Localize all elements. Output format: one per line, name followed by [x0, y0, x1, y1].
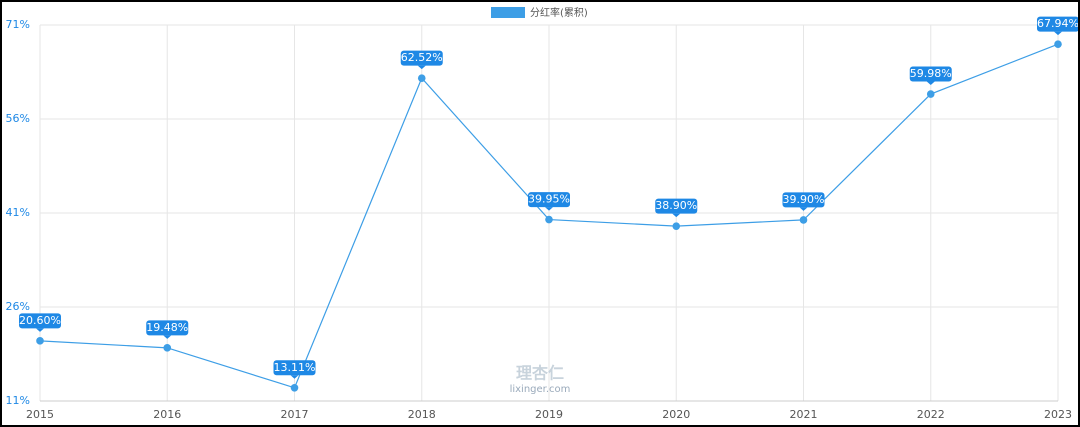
x-tick-label: 2023	[1044, 408, 1072, 421]
value-label-pointer	[163, 335, 172, 339]
x-tick-label: 2022	[917, 408, 945, 421]
value-label-bg	[400, 50, 443, 66]
legend-swatch	[491, 7, 525, 18]
point	[672, 222, 681, 230]
point	[36, 337, 44, 345]
value-label: 39.90%	[783, 193, 825, 206]
value-label-bg	[782, 192, 825, 208]
value-label: 62.52%	[401, 51, 443, 64]
point	[163, 344, 172, 352]
watermark-site: lixinger.com	[510, 384, 571, 395]
y-tick-label: 26%	[6, 300, 30, 313]
point	[1054, 40, 1062, 48]
value-label-pointer	[417, 65, 426, 70]
value-label-pointer	[1054, 31, 1062, 36]
value-label: 67.94%	[1037, 17, 1078, 30]
watermark-logo: 理杏仁	[516, 364, 564, 383]
value-label-pointer	[36, 328, 44, 332]
value-label-pointer	[672, 213, 681, 218]
x-tick-label: 2016	[153, 408, 181, 421]
value-label: 59.98%	[910, 67, 952, 80]
x-tick-label: 2017	[281, 408, 309, 421]
value-label-pointer	[926, 81, 935, 86]
value-label-pointer	[799, 207, 808, 211]
legend-label: 分红率(累积)	[530, 6, 588, 19]
value-label-bg	[909, 66, 952, 82]
point	[926, 90, 935, 98]
value-label: 13.11%	[274, 361, 316, 374]
point	[545, 215, 553, 224]
y-tick-label: 56%	[6, 112, 30, 125]
x-tick-label: 2018	[408, 408, 436, 421]
value-label: 20.60%	[19, 314, 61, 327]
point	[799, 216, 808, 224]
point	[290, 383, 299, 392]
y-tick-label: 11%	[6, 394, 30, 407]
y-tick-label: 41%	[6, 206, 30, 219]
value-label-bg	[528, 192, 570, 208]
value-label-bg	[273, 360, 316, 376]
value-label: 39.95%	[528, 193, 570, 206]
x-tick-label: 2015	[26, 408, 54, 421]
value-label-pointer	[290, 375, 299, 379]
y-tick-label: 71%	[6, 18, 30, 31]
value-label-bg	[1037, 16, 1078, 32]
value-label: 38.90%	[655, 199, 697, 212]
x-tick-label: 2021	[790, 408, 818, 421]
value-label-pointer	[545, 207, 553, 211]
value-label-bg	[655, 198, 698, 214]
x-tick-label: 2019	[535, 408, 563, 421]
x-tick-label: 2020	[662, 408, 690, 421]
value-label: 19.48%	[146, 321, 188, 334]
value-label-bg	[19, 313, 61, 329]
point	[417, 74, 426, 82]
value-label-bg	[146, 320, 189, 336]
